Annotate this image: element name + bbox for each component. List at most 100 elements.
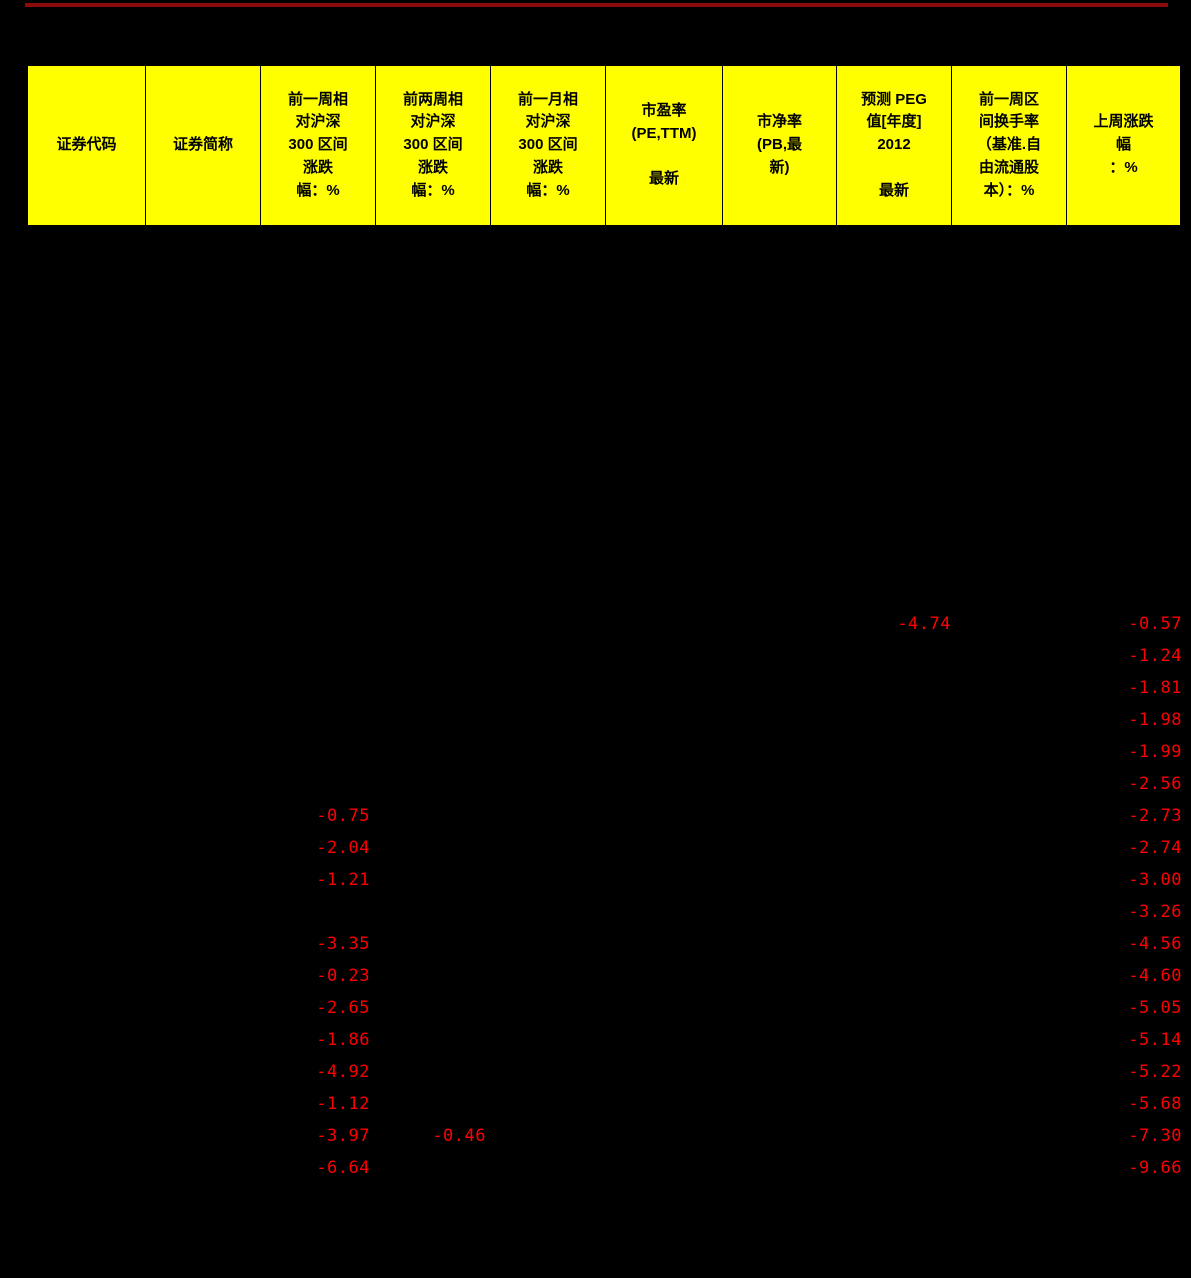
cell-rel-2w <box>378 1024 494 1056</box>
cell-security-name <box>146 928 262 960</box>
table-row[interactable]: -0.75 -2.73 <box>27 800 1190 832</box>
table-row[interactable]: -4.74 -0.57 <box>27 608 1190 640</box>
header-line: 对沪深 <box>525 113 571 131</box>
cell-rel-1m <box>494 1056 610 1088</box>
cell-security-code <box>27 640 146 672</box>
cell-pb-latest <box>728 1152 843 1184</box>
table-row[interactable]: -1.24 <box>27 640 1190 672</box>
header-line: 300 区间 <box>518 136 578 154</box>
table-row[interactable]: -2.04 -2.74 <box>27 832 1190 864</box>
header-line: 由流通股 <box>978 158 1039 176</box>
cell-rel-1w: -1.12 <box>316 1094 370 1114</box>
cell-rel-1m <box>494 896 610 928</box>
cell-pe-ttm <box>610 736 728 768</box>
cell-rel-1w <box>262 704 378 736</box>
cell-security-name <box>146 704 262 736</box>
table-row[interactable]: -0.23 -4.60 <box>27 960 1190 992</box>
table-row[interactable]: -1.81 <box>27 672 1190 704</box>
cell-pb-latest <box>728 1024 843 1056</box>
cell-peg-2012 <box>843 1024 959 1056</box>
cell-chg-last-week: -1.99 <box>1128 742 1182 762</box>
table-row[interactable]: -2.56 <box>27 768 1190 800</box>
cell-peg-2012 <box>843 1056 959 1088</box>
cell-peg-2012: -4.74 <box>897 614 951 634</box>
cell-peg-2012 <box>843 960 959 992</box>
cell-pe-ttm <box>610 928 728 960</box>
table-row[interactable]: -3.26 <box>27 896 1190 928</box>
cell-security-code <box>27 1120 146 1152</box>
column-header-pe-ttm: 市盈率 (PE,TTM) 最新 <box>605 65 723 226</box>
table-row[interactable]: -1.98 <box>27 704 1190 736</box>
cell-pe-ttm <box>610 992 728 1024</box>
table-row[interactable]: -3.35 -4.56 <box>27 928 1190 960</box>
cell-security-code <box>27 768 146 800</box>
cell-rel-2w <box>378 704 494 736</box>
cell-rel-1w: -0.23 <box>316 966 370 986</box>
table-row[interactable]: -6.64 -9.66 <box>27 1152 1190 1184</box>
header-line: 新) <box>769 158 790 176</box>
cell-chg-last-week: -4.60 <box>1128 966 1182 986</box>
cell-turnover-1w <box>959 1056 1075 1088</box>
cell-chg-last-week: -1.81 <box>1128 678 1182 698</box>
cell-security-code <box>27 800 146 832</box>
header-line: 涨跌 <box>302 158 333 176</box>
cell-chg-last-week: -3.00 <box>1128 870 1182 890</box>
cell-turnover-1w <box>959 1088 1075 1120</box>
table-row[interactable]: -1.12 -5.68 <box>27 1088 1190 1120</box>
cell-chg-last-week: -2.56 <box>1128 774 1182 794</box>
cell-turnover-1w <box>959 1152 1075 1184</box>
cell-rel-1m <box>494 960 610 992</box>
table-row[interactable]: -2.65 -5.05 <box>27 992 1190 1024</box>
cell-pb-latest <box>728 608 843 640</box>
stock-metrics-data-grid: -4.74 -0.57 -1.24 -1.81 -1.98 -1.99 -2.56 -0.75… <box>27 608 1190 1184</box>
cell-security-code <box>27 736 146 768</box>
cell-rel-1w <box>262 608 378 640</box>
table-row[interactable]: -1.21 -3.00 <box>27 864 1190 896</box>
cell-turnover-1w <box>959 928 1075 960</box>
cell-security-code <box>27 992 146 1024</box>
cell-pb-latest <box>728 992 843 1024</box>
header-line: 预测 PEG <box>861 90 927 108</box>
cell-rel-1m <box>494 832 610 864</box>
column-header-chg-last-week: 上周涨跌幅 ：% <box>1066 65 1181 226</box>
cell-peg-2012 <box>843 640 959 672</box>
cell-pe-ttm <box>610 864 728 896</box>
cell-peg-2012 <box>843 1120 959 1152</box>
cell-rel-2w <box>378 896 494 928</box>
header-line-spacer <box>609 146 719 169</box>
column-header-security-code: 证券代码 <box>27 65 146 226</box>
cell-rel-1m <box>494 672 610 704</box>
cell-rel-2w <box>378 992 494 1024</box>
cell-chg-last-week: -7.30 <box>1128 1126 1182 1146</box>
header-line: 对沪深 <box>295 113 341 131</box>
cell-turnover-1w <box>959 896 1075 928</box>
cell-security-code <box>27 1056 146 1088</box>
cell-rel-2w <box>378 1056 494 1088</box>
table-row[interactable]: -4.92 -5.22 <box>27 1056 1190 1088</box>
column-header-pb-latest: 市净率 (PB,最 新) <box>722 65 837 226</box>
cell-peg-2012 <box>843 832 959 864</box>
cell-rel-2w <box>378 960 494 992</box>
cell-pe-ttm <box>610 640 728 672</box>
cell-pe-ttm <box>610 704 728 736</box>
cell-rel-2w <box>378 864 494 896</box>
cell-pe-ttm <box>610 1120 728 1152</box>
column-header-rel-1m: 前一月相 对沪深 300 区间 涨跌 幅：% <box>490 65 606 226</box>
table-row[interactable]: -1.99 <box>27 736 1190 768</box>
cell-pb-latest <box>728 640 843 672</box>
table-row[interactable]: -1.86 -5.14 <box>27 1024 1190 1056</box>
table-row[interactable]: -3.97 -0.46 -7.30 <box>27 1120 1190 1152</box>
header-line: (PE,TTM) <box>631 124 697 142</box>
cell-security-name <box>146 768 262 800</box>
cell-rel-1m <box>494 768 610 800</box>
cell-security-code <box>27 704 146 736</box>
cell-rel-1w: -2.04 <box>316 838 370 858</box>
cell-rel-1w: -2.65 <box>316 998 370 1018</box>
column-header-security-name: 证券简称 <box>145 65 261 226</box>
cell-security-name <box>146 800 262 832</box>
cell-rel-1w <box>262 640 378 672</box>
cell-rel-1m <box>494 1088 610 1120</box>
cell-rel-1m <box>494 864 610 896</box>
cell-turnover-1w <box>959 704 1075 736</box>
stock-metrics-header-table: 证券代码 证券简称 前一周相 对沪深 300 区间 涨跌 幅：% 前两周相 对沪深 300 … <box>27 65 1181 226</box>
